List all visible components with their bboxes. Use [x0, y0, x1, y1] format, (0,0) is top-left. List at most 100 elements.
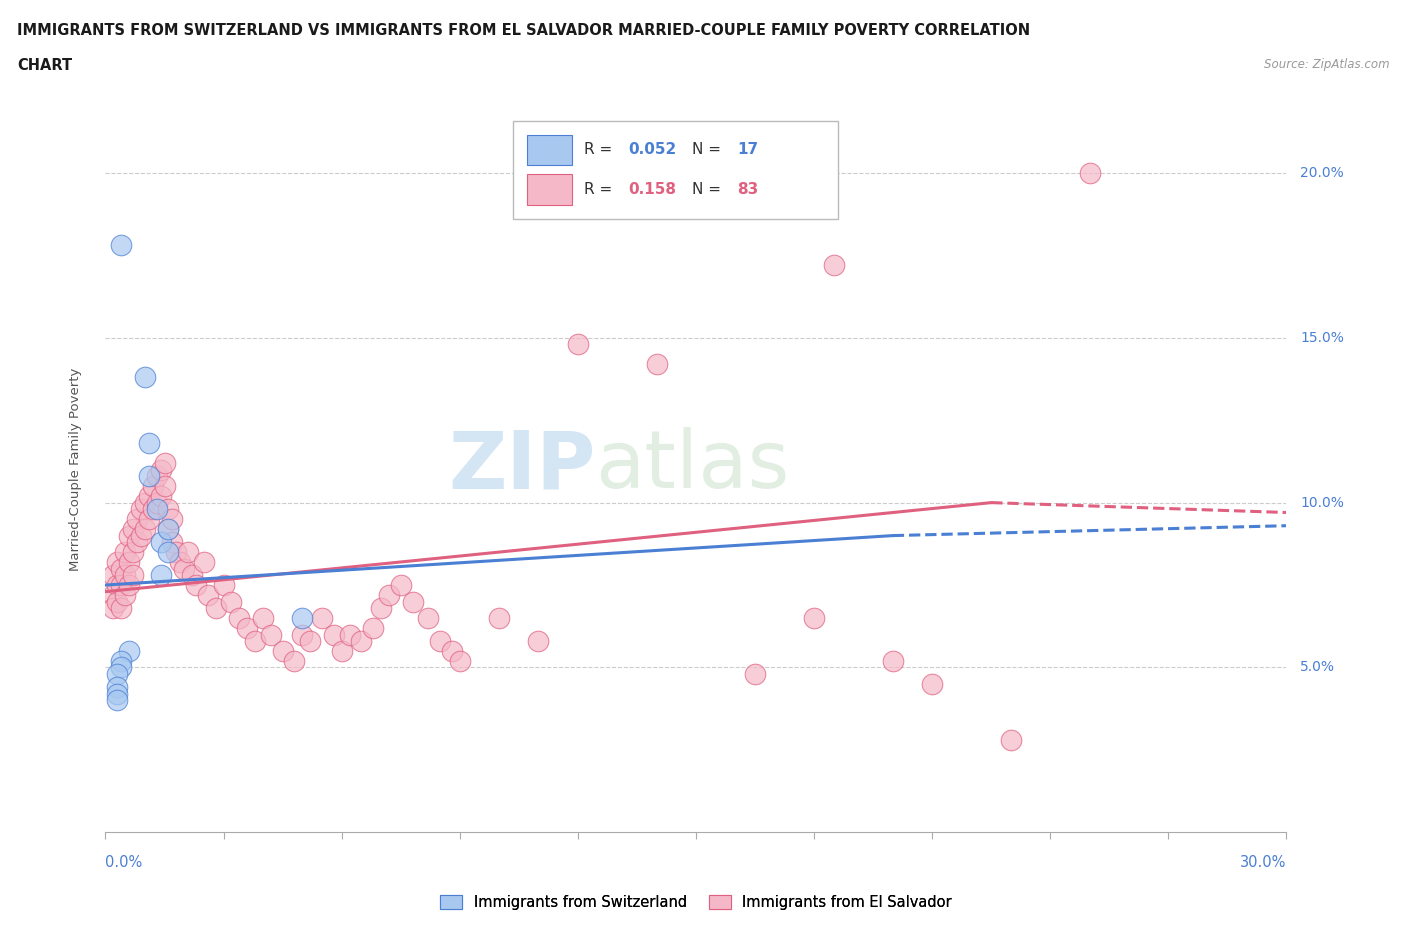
Point [145, 469, 167, 484]
Point [291, 627, 314, 642]
Point [138, 469, 160, 484]
Point [103, 601, 125, 616]
Point [527, 633, 550, 648]
Point [125, 535, 148, 550]
Point [236, 620, 259, 635]
Point [103, 588, 125, 603]
Point [110, 238, 132, 253]
Point [177, 545, 200, 560]
Point [122, 545, 145, 560]
Y-axis label: Married-Couple Family Poverty: Married-Couple Family Poverty [69, 368, 82, 571]
Point [110, 601, 132, 616]
Point [488, 611, 510, 626]
Text: IMMIGRANTS FROM SWITZERLAND VS IMMIGRANTS FROM EL SALVADOR MARRIED-COUPLE FAMILY: IMMIGRANTS FROM SWITZERLAND VS IMMIGRANT… [17, 23, 1031, 38]
Point [153, 479, 176, 494]
Point [378, 588, 401, 603]
FancyBboxPatch shape [513, 122, 838, 219]
Point [105, 680, 128, 695]
Point [110, 578, 132, 592]
FancyBboxPatch shape [527, 135, 572, 165]
Point [311, 611, 333, 626]
Point [370, 601, 392, 616]
Point [134, 495, 156, 510]
Point [339, 627, 361, 642]
Legend: Immigrants from Switzerland, Immigrants from El Salvador: Immigrants from Switzerland, Immigrants … [434, 889, 957, 916]
Text: CHART: CHART [17, 58, 72, 73]
Point [567, 337, 589, 352]
Point [169, 554, 191, 569]
Point [221, 594, 243, 609]
Text: 15.0%: 15.0% [1301, 331, 1344, 345]
Point [350, 633, 373, 648]
Point [138, 436, 160, 451]
Point [197, 588, 219, 603]
Point [157, 545, 180, 560]
Point [122, 522, 145, 537]
Text: 5.0%: 5.0% [1301, 660, 1336, 674]
Point [184, 578, 207, 592]
Point [153, 456, 176, 471]
Point [114, 588, 136, 603]
Point [252, 611, 274, 626]
Point [165, 545, 187, 560]
Point [228, 611, 250, 626]
Point [763, 166, 786, 180]
Point [142, 479, 165, 494]
Point [149, 567, 172, 582]
Point [291, 611, 314, 626]
Point [418, 611, 440, 626]
Text: R =: R = [583, 182, 617, 197]
Text: R =: R = [583, 142, 617, 157]
Text: 20.0%: 20.0% [1301, 166, 1344, 179]
Point [1000, 733, 1022, 748]
Point [157, 522, 180, 537]
Point [110, 660, 132, 675]
Point [134, 522, 156, 537]
Point [105, 578, 128, 592]
Point [134, 370, 156, 385]
Point [823, 258, 845, 272]
Text: atlas: atlas [596, 427, 790, 505]
Point [921, 676, 943, 691]
Text: ZIP: ZIP [449, 427, 596, 505]
Point [145, 502, 167, 517]
Point [204, 601, 226, 616]
Point [142, 502, 165, 517]
Point [114, 567, 136, 582]
Point [803, 611, 825, 626]
Text: 83: 83 [737, 182, 759, 197]
Point [125, 512, 148, 526]
Point [361, 620, 384, 635]
Point [149, 462, 172, 477]
Point [389, 578, 412, 592]
Point [105, 693, 128, 708]
Point [271, 644, 294, 658]
Point [449, 654, 471, 669]
Text: 0.0%: 0.0% [105, 855, 142, 870]
Point [440, 644, 463, 658]
Text: 0.158: 0.158 [628, 182, 676, 197]
Text: N =: N = [692, 142, 727, 157]
Point [118, 578, 141, 592]
Text: 17: 17 [737, 142, 758, 157]
Point [744, 667, 766, 682]
Point [118, 554, 141, 569]
FancyBboxPatch shape [527, 175, 572, 205]
Point [145, 495, 167, 510]
Point [118, 644, 141, 658]
Point [181, 567, 204, 582]
Point [299, 633, 322, 648]
Point [110, 561, 132, 576]
Point [243, 633, 266, 648]
Point [429, 633, 451, 648]
Text: 0.052: 0.052 [628, 142, 676, 157]
Point [149, 535, 172, 550]
Point [212, 578, 235, 592]
Point [193, 554, 215, 569]
Point [173, 561, 195, 576]
Point [1078, 166, 1101, 180]
Point [162, 535, 184, 550]
Point [645, 357, 668, 372]
Point [330, 644, 353, 658]
Point [283, 654, 305, 669]
